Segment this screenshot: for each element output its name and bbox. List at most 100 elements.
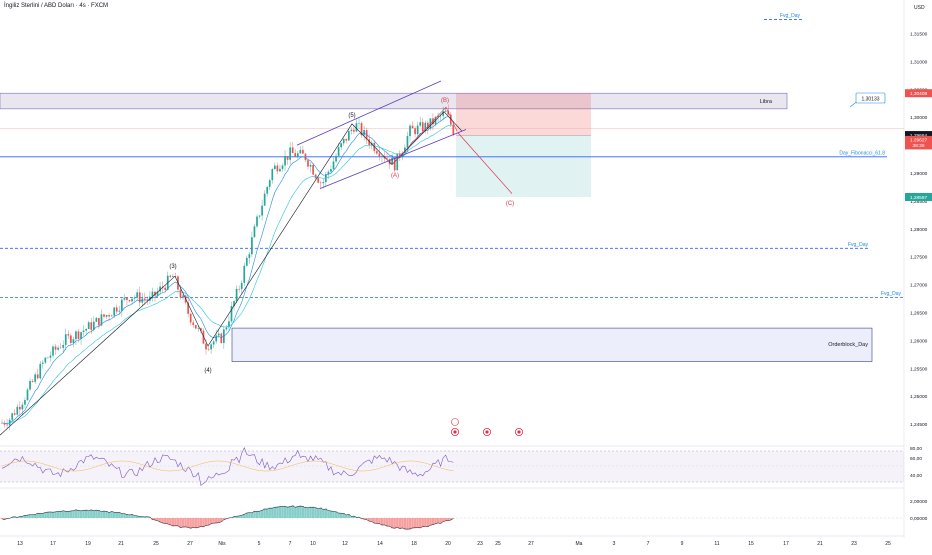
macd-histogram-bar (75, 509, 77, 518)
candle (37, 374, 39, 378)
macd-histogram-bar (85, 510, 87, 518)
macd-histogram-bar (320, 508, 322, 518)
candle (144, 298, 146, 299)
wave-label: (4) (204, 368, 211, 374)
candle (131, 299, 133, 302)
macd-histogram-bar (52, 512, 54, 518)
macd-histogram-bar (215, 518, 217, 523)
candle (254, 226, 256, 237)
level-label: Fvg_Day (881, 291, 902, 297)
candle (243, 266, 245, 283)
wave-label: (C) (506, 201, 514, 207)
candle (284, 156, 286, 166)
candle (22, 405, 24, 410)
x-tick-label: 3 (613, 541, 616, 547)
macd-histogram-bar (190, 518, 192, 529)
macd-histogram-bar (292, 505, 294, 518)
callout-text: 1,30133 (861, 97, 879, 103)
y-tick-label: 1,24500 (910, 422, 928, 428)
wave-label: (B) (441, 98, 449, 104)
level-label: Fvg_Day (848, 242, 869, 248)
macd-histogram-bar (108, 512, 110, 518)
candle (85, 329, 87, 331)
macd-histogram-bar (271, 508, 273, 518)
candle (75, 331, 77, 339)
candle (322, 182, 324, 183)
candle (259, 216, 261, 217)
macd-histogram-bar (167, 518, 169, 524)
macd-histogram-bar (39, 513, 41, 518)
candle (182, 296, 184, 298)
candle (52, 346, 54, 355)
macd-histogram-bar (177, 518, 179, 526)
macd-histogram-bar (110, 511, 112, 518)
macd-histogram-bar (286, 507, 288, 518)
x-tick-label: 20 (445, 541, 451, 547)
macd-histogram-bar (424, 518, 426, 527)
macd-histogram-bar (422, 518, 424, 527)
channel-lower-line (320, 129, 466, 188)
x-tick-label: 25 (885, 541, 891, 547)
macd-histogram-bar (72, 510, 74, 518)
candle (62, 345, 64, 348)
macd-histogram-bar (261, 510, 263, 518)
x-tick-label: 23 (851, 541, 857, 547)
candle (208, 349, 210, 350)
wave-label: (5) (348, 113, 355, 119)
candle (320, 183, 322, 184)
macd-histogram-bar (427, 518, 429, 527)
candle (302, 150, 304, 154)
wave-label: (A) (391, 173, 399, 179)
take-profit-zone (456, 136, 591, 197)
macd-histogram-bar (54, 512, 56, 518)
macd-histogram-bar (432, 518, 434, 525)
candle (348, 131, 350, 140)
macd-histogram-bar (383, 518, 385, 525)
x-tick-label: 25 (153, 541, 159, 547)
orderblock-zone (232, 328, 872, 361)
macd-histogram-bar (88, 510, 90, 518)
candle (315, 175, 317, 179)
macd-histogram-bar (57, 511, 59, 518)
macd-histogram-bar (314, 507, 316, 518)
candle (345, 139, 347, 141)
candle (391, 158, 393, 165)
candle (251, 237, 253, 254)
macd-histogram-bar (266, 509, 268, 518)
candle (88, 322, 90, 329)
candle (294, 153, 296, 157)
macd-histogram-bar (128, 515, 130, 518)
candle (27, 390, 29, 401)
macd-histogram-bar (429, 518, 431, 526)
candle (55, 346, 57, 349)
candle (412, 126, 414, 129)
candle (47, 358, 49, 359)
candle (226, 327, 228, 329)
macd-histogram-bar (332, 511, 334, 518)
rsi-tick-label: 80,00 (910, 446, 922, 452)
x-tick-label: 10 (310, 541, 316, 547)
orderblock-zone-label: Orderblock_Day (828, 342, 868, 348)
y-tick-label: 1,30000 (910, 115, 928, 121)
y-tick-label: 1,25000 (910, 394, 928, 400)
candle (330, 169, 332, 172)
candle (24, 400, 26, 405)
candle (292, 147, 294, 153)
macd-tick-label: 2,00000 (910, 499, 928, 505)
x-tick-label: 21 (118, 541, 124, 547)
macd-histogram-bar (62, 510, 64, 518)
macd-histogram-bar (299, 505, 301, 518)
macd-histogram-bar (184, 518, 186, 527)
x-tick-label: Ma (576, 541, 583, 547)
macd-histogram-bar (59, 511, 61, 518)
y-tick-label: 1,31500 (910, 32, 928, 38)
macd-histogram-bar (103, 511, 105, 518)
macd-histogram-bar (376, 518, 378, 524)
macd-histogram-bar (307, 507, 309, 518)
macd-histogram-bar (200, 518, 202, 527)
y-tick-label: 1,27000 (910, 283, 928, 289)
macd-histogram-bar (416, 518, 418, 528)
candle (289, 147, 291, 159)
